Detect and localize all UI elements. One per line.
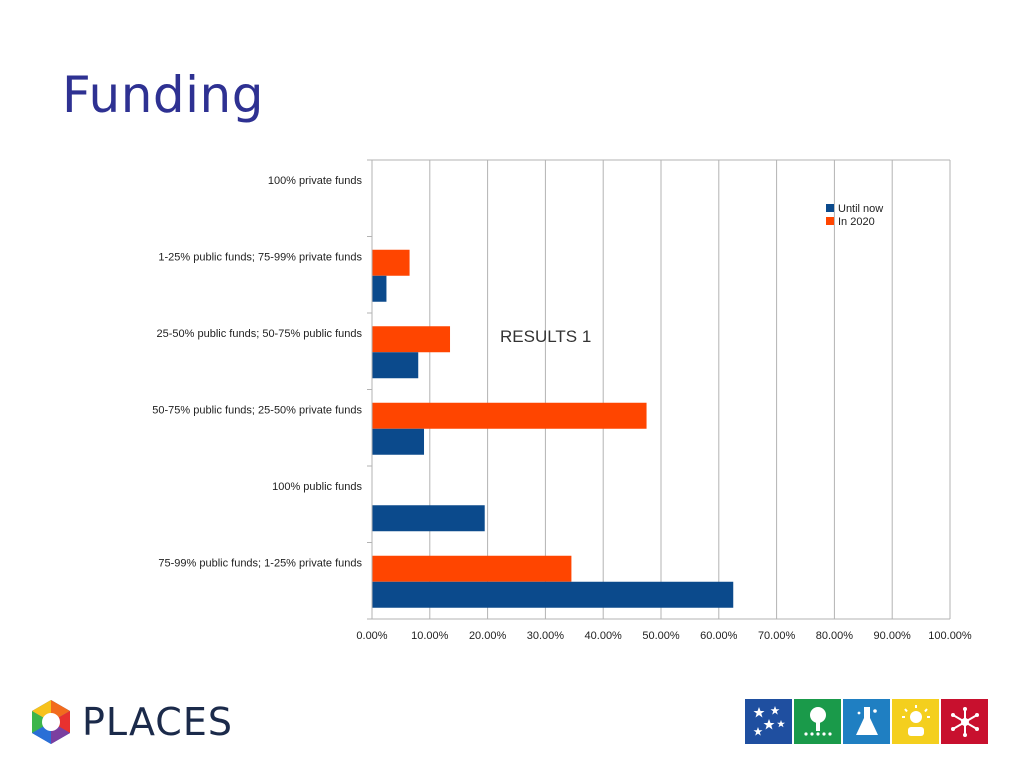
x-tick-label: 80.00% [816,630,854,642]
category-label: 100% public funds [272,481,362,493]
legend-label: In 2020 [838,216,875,228]
chart-labels: 0.00% 10.00% 20.00% 30.00% 40.00% 50.00% 60.00… [152,175,972,642]
places-logo: PLACES [26,694,233,750]
bar-in-2020 [372,326,451,353]
x-tick-label: 20.00% [469,630,507,642]
bar-in-2020 [372,402,647,429]
stars-icon [745,699,792,744]
x-tick-label: 10.00% [411,630,449,642]
bar-until-now [372,275,387,302]
project-icons [745,699,988,744]
chart-axes [367,159,950,620]
bar-in-2020 [372,249,410,276]
x-tick-label: 90.00% [874,630,912,642]
legend-swatch [826,217,834,225]
chart-grid [371,160,951,619]
network-icon [941,699,988,744]
bar-until-now [372,428,425,455]
category-label: 75-99% public funds; 1-25% private funds [158,558,362,570]
x-tick-label: 70.00% [758,630,796,642]
chart-bars [372,249,734,608]
x-tick-label: 30.00% [527,630,565,642]
places-hexagon-icon [32,700,70,744]
legend-swatch [826,204,834,212]
slide-title: Funding [62,66,264,124]
flask-icon [843,699,890,744]
legend-label: Until now [838,203,883,215]
category-label: 50-75% public funds; 25-50% private fund… [152,405,362,417]
x-tick-label: 50.00% [642,630,680,642]
bar-in-2020 [372,555,572,582]
category-label: 25-50% public funds; 50-75% public funds [157,328,363,340]
funding-bar-chart: 0.00% 10.00% 20.00% 30.00% 40.00% 50.00% 60.00… [152,159,972,642]
tree-people-icon [794,699,841,744]
chart-annotation: RESULTS 1 [500,327,591,346]
bar-until-now [372,352,419,379]
places-logo-text: PLACES [82,700,233,744]
x-tick-label: 40.00% [585,630,623,642]
category-label: 1-25% public funds; 75-99% private funds [158,252,362,264]
sun-person-icon [892,699,939,744]
x-tick-label: 0.00% [356,630,387,642]
x-tick-label: 60.00% [700,630,738,642]
category-label: 100% private funds [268,175,363,187]
x-tick-label: 100.00% [928,630,972,642]
bar-until-now [372,581,734,608]
bar-until-now [372,505,485,532]
